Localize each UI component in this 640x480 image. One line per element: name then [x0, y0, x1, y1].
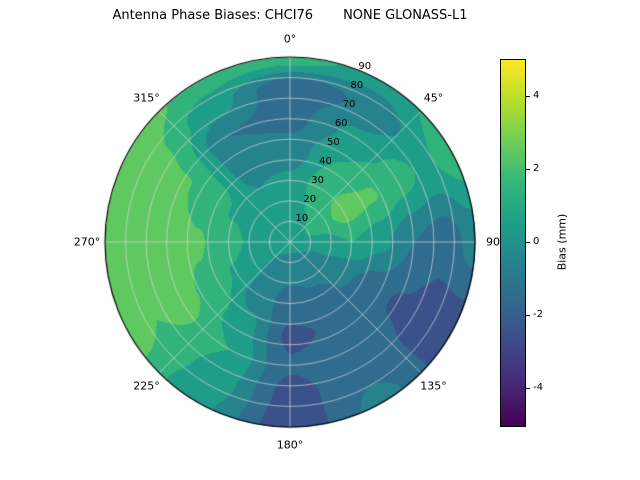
azimuth-tick-label: 135° [420, 379, 447, 393]
colorbar-tick-mark [526, 388, 530, 390]
azimuth-tick-label: 225° [133, 379, 160, 393]
azimuth-tick-label: 180° [276, 438, 304, 452]
radial-tick-label: 20 [303, 194, 317, 206]
radial-tick-label: 40 [319, 156, 332, 168]
chart-title-station: Antenna Phase Biases: CHCI76 [112, 8, 314, 23]
radial-tick-label: 30 [311, 175, 324, 187]
azimuth-tick-label: 0° [283, 32, 297, 46]
radial-tick-label: 70 [342, 99, 356, 111]
colorbar-tick-mark [526, 242, 530, 243]
colorbar-tick-mark [526, 168, 530, 170]
colorbar-axis-label: Bias (mm) [555, 213, 569, 271]
polar-contour-canvas [102, 54, 478, 430]
colorbar-tick-label: 0 [533, 236, 540, 247]
colorbar-tick-label: -4 [533, 382, 543, 394]
chart-title: Antenna Phase Biases: CHCI76 NONE GLONASS… [0, 8, 580, 23]
radial-tick-label: 80 [350, 80, 364, 92]
colorbar-tick-label: 2 [533, 162, 540, 174]
azimuth-tick-label: 90 [486, 235, 500, 249]
chart-title-system: NONE GLONASS-L1 [343, 8, 468, 23]
azimuth-tick-label: 45° [423, 91, 444, 105]
colorbar-tick-label: 4 [533, 89, 540, 101]
radial-tick-label: 50 [326, 137, 340, 149]
azimuth-tick-label: 270° [73, 235, 101, 249]
colorbar-tick-mark [526, 315, 530, 317]
radial-tick-label: 60 [334, 118, 348, 130]
polar-plot: 0° 45° 90 135° 180° 225° 270° 315° 10 20 30 40 50 60 7… [74, 34, 500, 451]
colorbar-tick-label: -2 [533, 309, 543, 321]
colorbar-tick-mark [526, 95, 530, 97]
azimuth-tick-label: 315° [133, 91, 160, 105]
radial-tick-label: 10 [295, 213, 309, 224]
radial-tick-label: 90 [358, 61, 372, 73]
colorbar-gradient [500, 59, 526, 427]
